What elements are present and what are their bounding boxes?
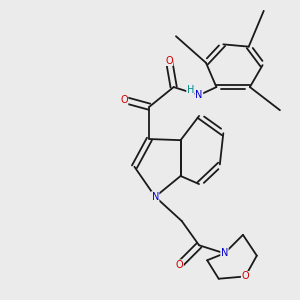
Text: O: O bbox=[120, 95, 128, 105]
Text: O: O bbox=[165, 56, 173, 65]
Text: N: N bbox=[195, 90, 203, 100]
Text: H: H bbox=[187, 85, 194, 95]
Text: O: O bbox=[242, 272, 249, 281]
Text: O: O bbox=[176, 260, 183, 270]
Text: N: N bbox=[152, 192, 159, 202]
Text: N: N bbox=[221, 248, 228, 258]
